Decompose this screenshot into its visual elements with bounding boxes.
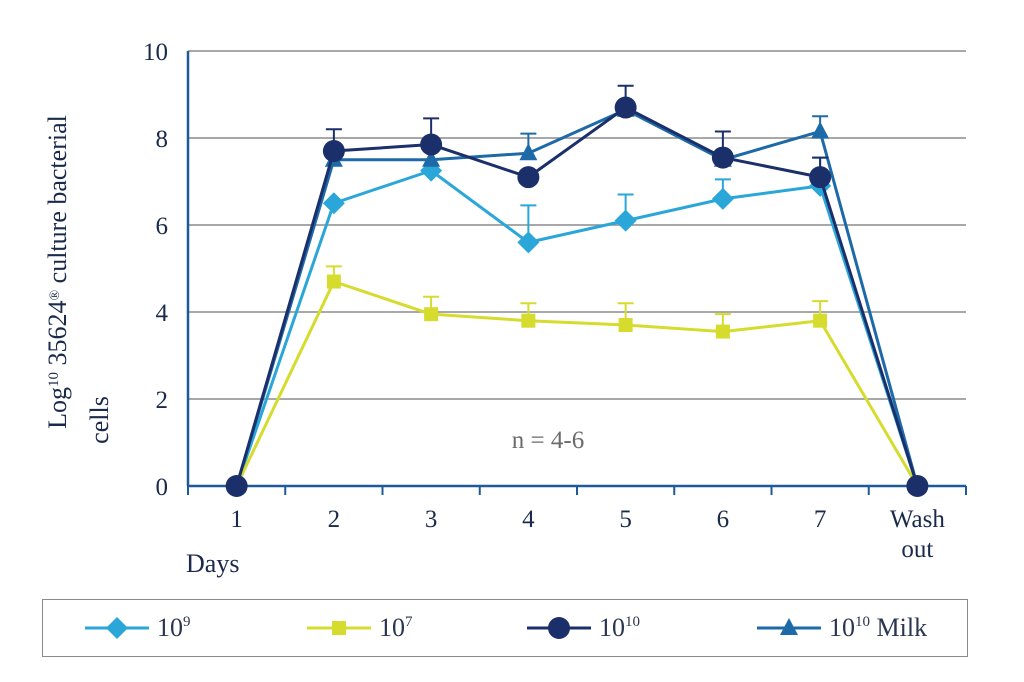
grid-lines xyxy=(188,50,966,400)
y-tick-2: 2 xyxy=(156,387,169,414)
data-point xyxy=(614,209,637,232)
x-tick-7: 7 xyxy=(814,506,827,533)
data-point xyxy=(322,192,345,215)
legend-item-4: 1010 Milk xyxy=(755,600,927,656)
y-tick-8: 8 xyxy=(156,126,169,153)
data-point xyxy=(906,475,929,497)
data-point xyxy=(813,313,828,328)
x-tick-4: 4 xyxy=(522,506,535,533)
data-point xyxy=(521,313,536,328)
y-axis-label-line2: cells xyxy=(85,396,114,444)
data-point xyxy=(517,166,540,189)
data-point xyxy=(618,318,633,333)
data-point xyxy=(424,307,439,322)
x-tick-2: 2 xyxy=(328,506,341,533)
series-group xyxy=(225,84,929,497)
legend-swatch xyxy=(757,618,821,635)
y-tick-10: 10 xyxy=(143,39,168,66)
legend-item-1: 109 xyxy=(83,600,191,656)
data-point xyxy=(517,231,540,254)
legend-swatch xyxy=(85,617,149,639)
annotation-n: n = 4-6 xyxy=(512,427,584,454)
series-line xyxy=(235,106,919,487)
series-line xyxy=(235,169,919,487)
legend: 109 107 1010 1010 Milk xyxy=(42,599,968,657)
x-tick-3: 3 xyxy=(425,506,438,533)
legend-marker xyxy=(548,617,570,639)
legend-label: 1010 Milk xyxy=(829,613,928,642)
data-point xyxy=(326,274,341,289)
y-tick-labels: 0 2 4 6 8 10 xyxy=(143,39,169,501)
y-axis-label: Log10 35624® culture bacterial xyxy=(43,115,72,429)
legend-label: 1010 xyxy=(599,613,640,642)
data-point xyxy=(711,187,734,210)
data-point xyxy=(322,140,345,163)
x-tick-6: 6 xyxy=(717,506,730,533)
legend-item-2: 107 xyxy=(305,600,413,656)
x-tick-labels: 1 2 3 4 5 6 7 Wash out xyxy=(230,506,945,563)
axes xyxy=(186,51,967,495)
data-point xyxy=(809,166,832,189)
series-line xyxy=(235,108,919,487)
series-3 xyxy=(225,84,929,497)
data-point xyxy=(614,96,637,119)
data-point xyxy=(715,324,730,339)
data-point xyxy=(420,133,443,156)
series-line xyxy=(235,280,919,487)
data-point xyxy=(811,121,830,139)
y-tick-4: 4 xyxy=(156,300,169,327)
x-tick-5: 5 xyxy=(619,506,632,533)
legend-item-3: 1010 xyxy=(525,600,640,656)
legend-marker xyxy=(332,621,346,635)
y-tick-0: 0 xyxy=(156,474,169,501)
data-point xyxy=(711,146,734,169)
legend-marker xyxy=(780,618,798,635)
x-axis-label: Days xyxy=(186,549,239,578)
data-point xyxy=(519,143,538,161)
legend-label: 107 xyxy=(379,613,413,642)
data-point xyxy=(422,149,441,167)
legend-label: 109 xyxy=(157,613,191,642)
legend-swatch xyxy=(307,621,371,635)
legend-marker xyxy=(106,617,128,639)
series-2 xyxy=(229,265,925,493)
x-tick-1: 1 xyxy=(230,506,243,533)
x-tick-8: Wash out xyxy=(890,506,945,563)
y-tick-6: 6 xyxy=(156,213,169,240)
legend-swatch xyxy=(527,617,591,639)
data-point xyxy=(225,475,248,497)
